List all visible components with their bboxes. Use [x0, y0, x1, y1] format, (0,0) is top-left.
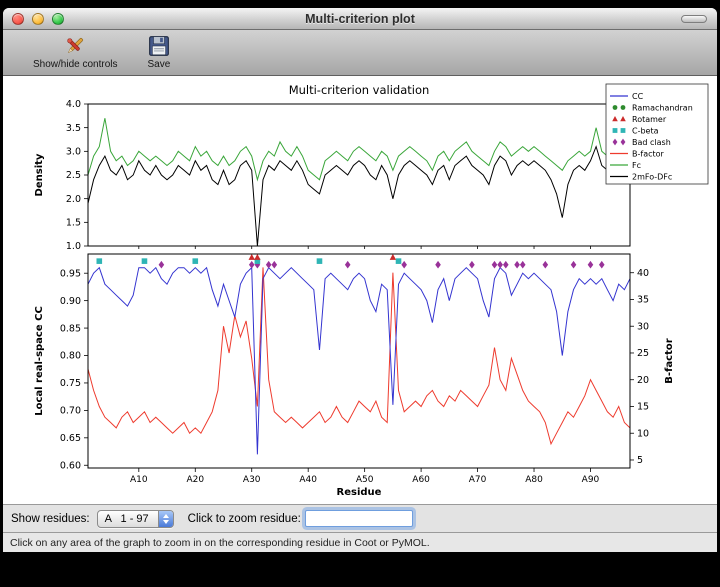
svg-text:CC: CC: [632, 92, 644, 101]
toolbar-toggle-button[interactable]: [681, 15, 707, 23]
svg-text:A90: A90: [582, 475, 600, 485]
show-residues-label: Show residues:: [11, 512, 90, 525]
svg-text:0.85: 0.85: [60, 323, 81, 334]
svg-text:Bad clash: Bad clash: [632, 138, 671, 147]
svg-text:0.95: 0.95: [60, 268, 81, 279]
zoom-residue-input[interactable]: [304, 510, 413, 527]
svg-text:0.90: 0.90: [60, 296, 81, 307]
svg-text:A80: A80: [525, 475, 543, 485]
svg-text:A70: A70: [469, 475, 487, 485]
density-axis-label: Density: [34, 153, 45, 196]
svg-text:1.5: 1.5: [66, 218, 81, 229]
svg-text:C-beta: C-beta: [632, 127, 659, 136]
toolbar-button-label: Show/hide controls: [33, 59, 118, 70]
bfactor-axis-label: B-factor: [664, 338, 675, 383]
legend: CC Ramachandran Rotamer C-beta Bad clash B-fa…: [605, 83, 709, 185]
figure-title: Multi-criterion validation: [289, 83, 430, 97]
cc-bfactor-axes: 0.60 0.65 0.70 0.75 0.80 0.85 0.90 0.95 5 10 15 20 2…: [60, 254, 649, 485]
svg-text:15: 15: [637, 402, 649, 413]
svg-text:Rotamer: Rotamer: [632, 115, 667, 124]
series-2mFo-DFc: [88, 145, 630, 246]
residue-axis-label: Residue: [337, 487, 382, 498]
titlebar[interactable]: Multi-criterion plot: [3, 8, 717, 30]
zoom-residue-label: Click to zoom residue:: [187, 512, 301, 525]
svg-text:A60: A60: [412, 475, 430, 485]
multi-criterion-figure[interactable]: 1.0 1.5 2.0 2.5 3.0 3.5 4.0 0.60 0.65 0.70 0.75 0.8…: [8, 78, 712, 502]
svg-text:2mFo-DFc: 2mFo-DFc: [632, 173, 672, 182]
series-CC: [88, 266, 630, 455]
svg-text:0.70: 0.70: [60, 406, 81, 417]
svg-text:30: 30: [637, 321, 649, 332]
tools-icon: [63, 34, 87, 58]
svg-text:2.5: 2.5: [66, 170, 81, 181]
svg-text:1.0: 1.0: [66, 241, 81, 252]
svg-text:5: 5: [637, 455, 643, 466]
save-icon: [148, 34, 170, 58]
series-B-factor: [88, 267, 630, 446]
svg-text:0.75: 0.75: [60, 378, 81, 389]
status-bar: Click on any area of the graph to zoom i…: [3, 532, 717, 552]
svg-text:A20: A20: [186, 475, 204, 485]
close-button[interactable]: [12, 13, 24, 25]
traffic-lights: [12, 13, 64, 25]
svg-text:40: 40: [637, 268, 649, 279]
plot-area: 1.0 1.5 2.0 2.5 3.0 3.5 4.0 0.60 0.65 0.70 0.75 0.8…: [3, 76, 717, 504]
svg-text:A30: A30: [243, 475, 261, 485]
svg-text:0.65: 0.65: [60, 433, 81, 444]
cc-axis-label: Local real-space CC: [34, 306, 45, 416]
svg-text:20: 20: [637, 375, 649, 386]
residue-range-select[interactable]: A 1 - 97: [96, 509, 174, 528]
controls-bar: Show residues: A 1 - 97 Click to zoom re…: [3, 504, 717, 532]
svg-text:35: 35: [637, 295, 649, 306]
svg-text:4.0: 4.0: [66, 99, 81, 110]
residue-range-value: A 1 - 97: [104, 512, 149, 525]
svg-text:0.60: 0.60: [60, 460, 81, 471]
series-Fc: [88, 118, 630, 182]
window-title: Multi-criterion plot: [305, 11, 415, 26]
show-hide-controls-button[interactable]: Show/hide controls: [29, 33, 122, 71]
svg-text:B-factor: B-factor: [632, 150, 665, 159]
toolbar: Show/hide controls Save: [3, 30, 717, 76]
svg-text:3.0: 3.0: [66, 147, 81, 158]
svg-text:2.0: 2.0: [66, 194, 81, 205]
svg-text:0.80: 0.80: [60, 351, 81, 362]
svg-text:A10: A10: [130, 475, 148, 485]
svg-text:25: 25: [637, 348, 649, 359]
toolbar-button-label: Save: [147, 59, 171, 70]
app-window: Multi-criterion plot Show/hide controls: [3, 8, 717, 552]
svg-text:10: 10: [637, 428, 649, 439]
svg-text:A50: A50: [356, 475, 374, 485]
stepper-icon: [157, 510, 173, 527]
svg-text:Fc: Fc: [632, 161, 641, 170]
svg-text:Ramachandran: Ramachandran: [632, 104, 693, 113]
status-text: Click on any area of the graph to zoom i…: [10, 536, 430, 549]
svg-text:3.5: 3.5: [66, 123, 81, 134]
save-button[interactable]: Save: [144, 33, 175, 71]
zoom-window-button[interactable]: [52, 13, 64, 25]
minimize-button[interactable]: [32, 13, 44, 25]
svg-text:A40: A40: [299, 475, 317, 485]
density-axes: 1.0 1.5 2.0 2.5 3.0 3.5 4.0: [66, 99, 630, 252]
